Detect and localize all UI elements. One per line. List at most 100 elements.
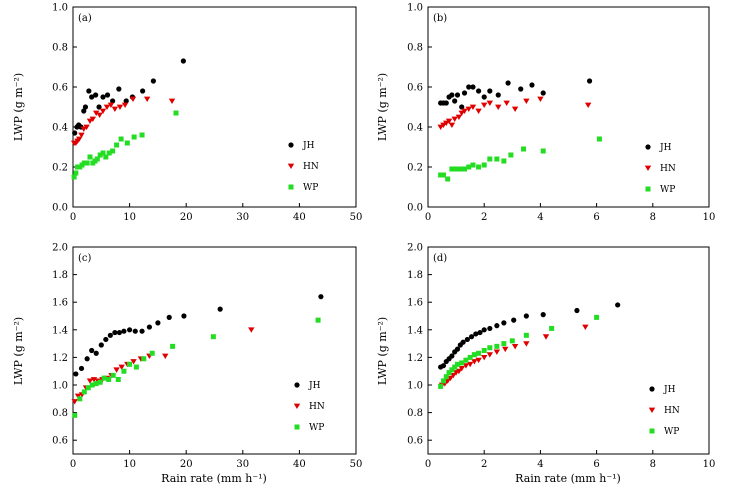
data-point-jh [574,307,580,314]
data-point-wp [446,370,452,376]
data-point-hn [86,378,94,384]
data-point-wp [501,341,507,347]
data-point-hn [486,352,494,358]
legend-marker-hn [648,407,656,413]
data-point-jh [110,98,116,104]
legend-label-hn: HN [660,164,676,174]
data-point-jh [518,86,524,92]
data-point-wp [549,325,555,331]
data-point-jh [132,328,138,334]
data-point-wp [124,140,130,146]
data-point-hn [466,361,474,368]
data-point-hn [582,324,589,331]
data-point-hn [89,116,97,122]
plot-frame [72,246,357,455]
data-point-jh [139,328,145,334]
x-tick-label: 10 [123,212,136,223]
data-point-wp [445,176,451,182]
x-tick-label: 10 [703,212,716,223]
data-point-jh [487,88,493,94]
data-point-hn [130,359,137,365]
y-tick-label: 1.4 [407,325,423,336]
data-point-wp [133,364,139,370]
data-point-wp [449,166,455,172]
data-point-jh [473,331,479,337]
data-point-hn [116,104,124,110]
legend-marker-jh [294,382,300,388]
legend-marker-wp [288,184,294,190]
x-tick-label: 50 [350,212,363,223]
y-tick-label: 1.0 [407,381,423,392]
x-tick-label: 4 [537,212,543,223]
data-point-wp [509,338,515,344]
panel-tag: (c) [78,253,92,264]
data-point-wp [481,162,487,168]
data-point-wp [494,156,500,162]
data-point-wp [81,160,87,166]
data-point-wp [110,372,116,378]
panel-tag: (d) [433,253,447,264]
plot-frame [72,6,357,208]
legend-label-hn: HN [309,402,325,412]
data-point-wp [72,412,78,418]
data-point-jh [98,342,104,348]
data-point-hn [450,372,457,379]
data-point-jh [501,320,507,326]
data-point-hn [118,364,125,371]
data-point-wp [85,385,91,391]
data-point-jh [140,88,146,94]
data-point-jh [466,84,472,90]
data-point-wp [487,156,493,162]
data-point-wp [97,152,103,158]
data-point-wp [440,378,446,384]
data-point-jh [511,317,517,323]
data-point-jh [107,332,113,338]
data-point-jh [494,323,500,329]
data-point-hn [481,355,488,361]
data-point-wp [476,164,482,170]
y-tick-label: 1.8 [52,270,68,281]
y-tick-label: 1.4 [52,325,68,336]
data-point-jh [82,104,89,110]
data-point-wp [466,164,472,170]
legend-label-wp: WP [660,185,675,195]
y-tick-label: 0.6 [407,83,423,94]
y-tick-label: 0.8 [407,408,423,419]
data-point-jh [449,353,455,359]
data-point-jh [116,86,122,92]
data-point-wp [149,350,155,356]
data-point-wp [438,172,444,178]
data-point-wp [110,148,116,154]
data-point-hn [113,367,120,373]
data-point-wp [476,350,482,356]
data-point-hn [76,136,83,142]
data-point-jh [440,363,447,369]
y-axis-label: LWP (g m⁻²) [376,73,389,141]
axis-ticks: 0 2 4 6 8 10 0.6 0.8 1.0 1.2 1.4 1.6 1.8 2.0 [407,243,715,471]
plot-frame [427,246,710,455]
data-point-wp [103,154,109,160]
data-point-jh [460,339,466,345]
data-point-wp [97,379,103,385]
data-point-jh [540,312,546,318]
legend-label-jh: JH [663,385,676,395]
data-point-jh [123,98,129,104]
data-point-wp [93,381,99,387]
y-axis-label: LWP (g m⁻²) [376,317,389,385]
y-tick-label: 0.6 [407,436,423,447]
legend-marker-wp [294,424,300,430]
data-point-hn [486,100,494,106]
y-tick-label: 2.0 [52,243,68,254]
legend-label-hn: HN [303,162,319,172]
legend: JH HN WP [644,143,676,195]
data-point-jh [481,94,487,100]
x-axis-label: Rain rate (mm h⁻¹) [515,472,621,485]
data-point-hn [143,96,151,102]
data-point-wp [457,166,463,172]
x-tick-label: 2 [481,459,487,470]
data-point-hn [451,116,458,122]
data-point-jh [454,346,461,352]
data-point-wp [438,383,444,389]
data-point-wp [89,382,95,388]
